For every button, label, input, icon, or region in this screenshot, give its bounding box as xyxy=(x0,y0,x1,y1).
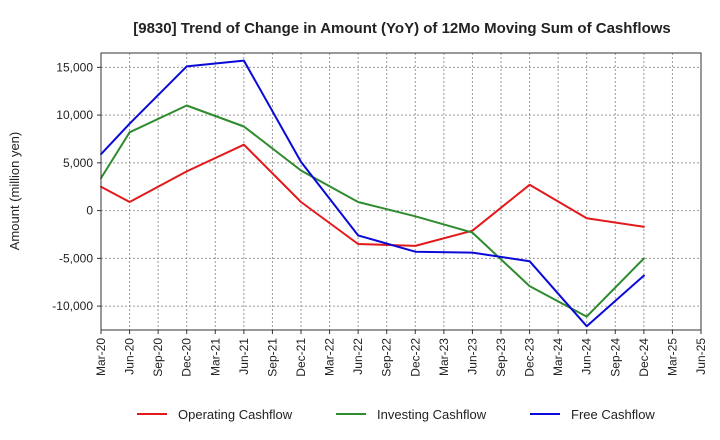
x-tick-label: Jun-21 xyxy=(237,338,251,375)
legend: Operating Cashflow Investing Cashflow Free… xyxy=(137,407,655,422)
y-tick-label: -5,000 xyxy=(59,251,93,265)
series-lines xyxy=(100,59,645,328)
x-tick-label: Sep-22 xyxy=(380,338,394,377)
y-tick-label: 5,000 xyxy=(63,156,93,170)
x-tick-label: Jun-20 xyxy=(123,338,137,375)
x-tick-label: Mar-24 xyxy=(551,338,565,376)
y-tick-label: 10,000 xyxy=(56,108,93,122)
x-tick-label: Mar-20 xyxy=(94,338,108,376)
x-tick-label: Sep-23 xyxy=(494,338,508,377)
x-tick-label: Dec-21 xyxy=(294,338,308,377)
legend-label: Free Cashflow xyxy=(571,407,655,422)
legend-label: Operating Cashflow xyxy=(178,407,293,422)
series-line-operating-cashflow xyxy=(100,143,645,247)
y-tick-label: -10,000 xyxy=(52,299,93,313)
x-axis: Mar-20 Jun-20 Sep-20 Dec-20 Mar-21 Jun-21 Sep-… xyxy=(94,330,708,377)
chart-title: [9830] Trend of Change in Amount (YoY) o… xyxy=(133,20,671,37)
x-tick-label: Jun-22 xyxy=(351,338,365,375)
x-tick-label: Sep-21 xyxy=(265,338,279,377)
x-tick-label: Dec-22 xyxy=(408,338,422,377)
x-tick-label: Jun-24 xyxy=(580,338,594,375)
x-tick-label: Sep-24 xyxy=(608,338,622,377)
x-tick-label: Mar-25 xyxy=(665,338,679,376)
x-tick-label: Sep-20 xyxy=(151,338,165,377)
plot-frame xyxy=(100,52,702,331)
series-line-investing-cashflow xyxy=(100,104,645,318)
x-tick-label: Mar-21 xyxy=(208,338,222,376)
series-line-free-cashflow xyxy=(100,59,645,328)
legend-label: Investing Cashflow xyxy=(377,407,487,422)
y-axis: 15,000 10,000 5,000 0 -5,000 -10,000 xyxy=(52,60,101,313)
x-tick-label: Dec-20 xyxy=(180,338,194,377)
y-tick-label: 15,000 xyxy=(56,60,93,74)
x-tick-label: Mar-23 xyxy=(437,338,451,376)
x-tick-label: Jun-23 xyxy=(465,338,479,375)
x-tick-label: Dec-23 xyxy=(523,338,537,377)
x-tick-label: Jun-25 xyxy=(694,338,708,375)
y-axis-label: Amount (million yen) xyxy=(7,132,22,251)
x-tick-label: Dec-24 xyxy=(637,338,651,377)
grid xyxy=(101,53,701,330)
x-tick-label: Mar-22 xyxy=(323,338,337,376)
y-tick-label: 0 xyxy=(86,204,93,218)
